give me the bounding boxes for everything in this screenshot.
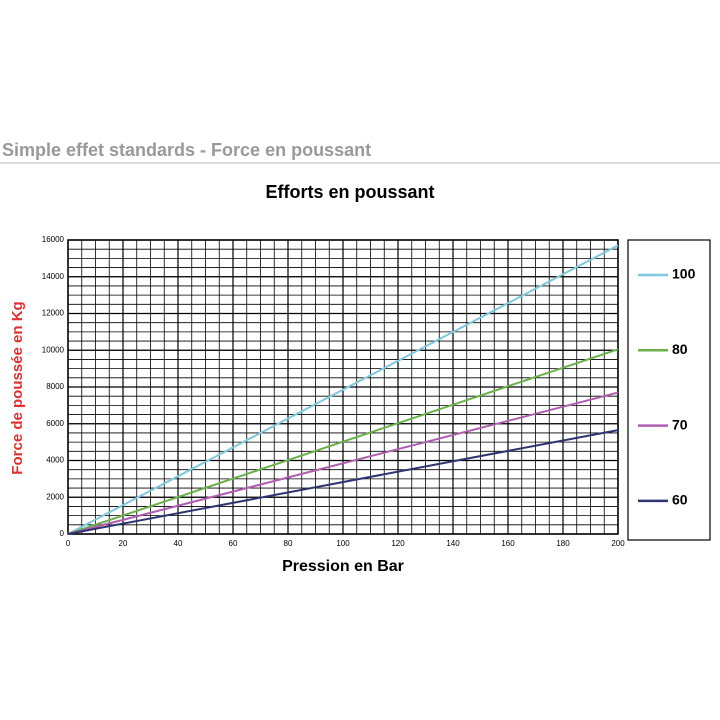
x-tick-label: 100: [336, 539, 350, 548]
y-tick-label: 2000: [46, 492, 64, 501]
legend-label: 80: [672, 341, 688, 357]
x-tick-label: 60: [229, 539, 238, 548]
y-tick-label: 8000: [46, 382, 64, 391]
x-tick-label: 0: [66, 539, 71, 548]
x-tick-label: 20: [119, 539, 128, 548]
legend-box: [627, 239, 711, 541]
y-tick-label: 6000: [46, 419, 64, 428]
series-line: [67, 391, 619, 535]
page-title: Simple effet standards - Force en poussa…: [2, 140, 371, 160]
plot-border: [67, 239, 619, 535]
y-tick-label: 16000: [42, 235, 65, 244]
chart-title: Efforts en poussant: [265, 182, 434, 202]
x-tick-label: 200: [611, 539, 625, 548]
x-axis-label: Pression en Bar: [282, 558, 404, 575]
y-tick-label: 4000: [46, 456, 64, 465]
legend-label: 70: [672, 416, 688, 432]
series-line: [67, 429, 619, 535]
y-tick-label: 14000: [42, 272, 65, 281]
y-tick-label: 10000: [42, 345, 65, 354]
x-tick-label: 140: [446, 539, 460, 548]
series-line: [67, 244, 619, 535]
series-line: [67, 348, 619, 535]
y-tick-label: 0: [60, 529, 65, 538]
x-tick-label: 80: [284, 539, 293, 548]
legend-label: 60: [672, 492, 688, 508]
x-tick-label: 160: [501, 539, 515, 548]
y-tick-label: 12000: [42, 309, 65, 318]
y-axis-label: Force de poussée en Kg: [9, 301, 26, 474]
x-tick-label: 120: [391, 539, 405, 548]
x-tick-label: 180: [556, 539, 570, 548]
x-tick-label: 40: [174, 539, 183, 548]
legend-label: 100: [672, 266, 696, 282]
